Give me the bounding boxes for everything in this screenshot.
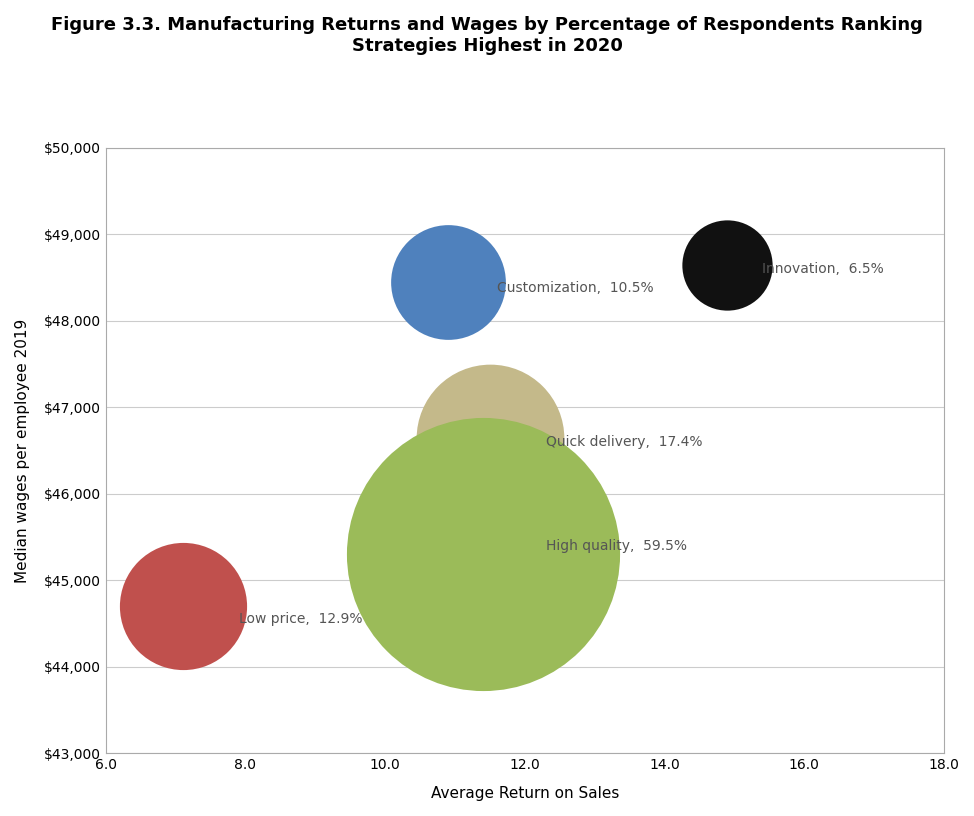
- Text: Figure 3.3. Manufacturing Returns and Wages by Percentage of Respondents Ranking: Figure 3.3. Manufacturing Returns and Wa…: [51, 16, 923, 55]
- Point: [720, 258, 735, 271]
- Point: [482, 431, 498, 444]
- Text: Quick delivery,  17.4%: Quick delivery, 17.4%: [545, 435, 702, 449]
- Text: Customization,  10.5%: Customization, 10.5%: [497, 281, 654, 295]
- Text: Low price,  12.9%: Low price, 12.9%: [239, 612, 362, 626]
- Point: [175, 600, 191, 613]
- Y-axis label: Median wages per employee 2019: Median wages per employee 2019: [15, 318, 30, 583]
- Text: High quality,  59.5%: High quality, 59.5%: [545, 539, 687, 552]
- Point: [475, 548, 491, 561]
- Point: [440, 275, 456, 288]
- Text: Innovation,  6.5%: Innovation, 6.5%: [762, 262, 883, 276]
- X-axis label: Average Return on Sales: Average Return on Sales: [431, 786, 618, 801]
